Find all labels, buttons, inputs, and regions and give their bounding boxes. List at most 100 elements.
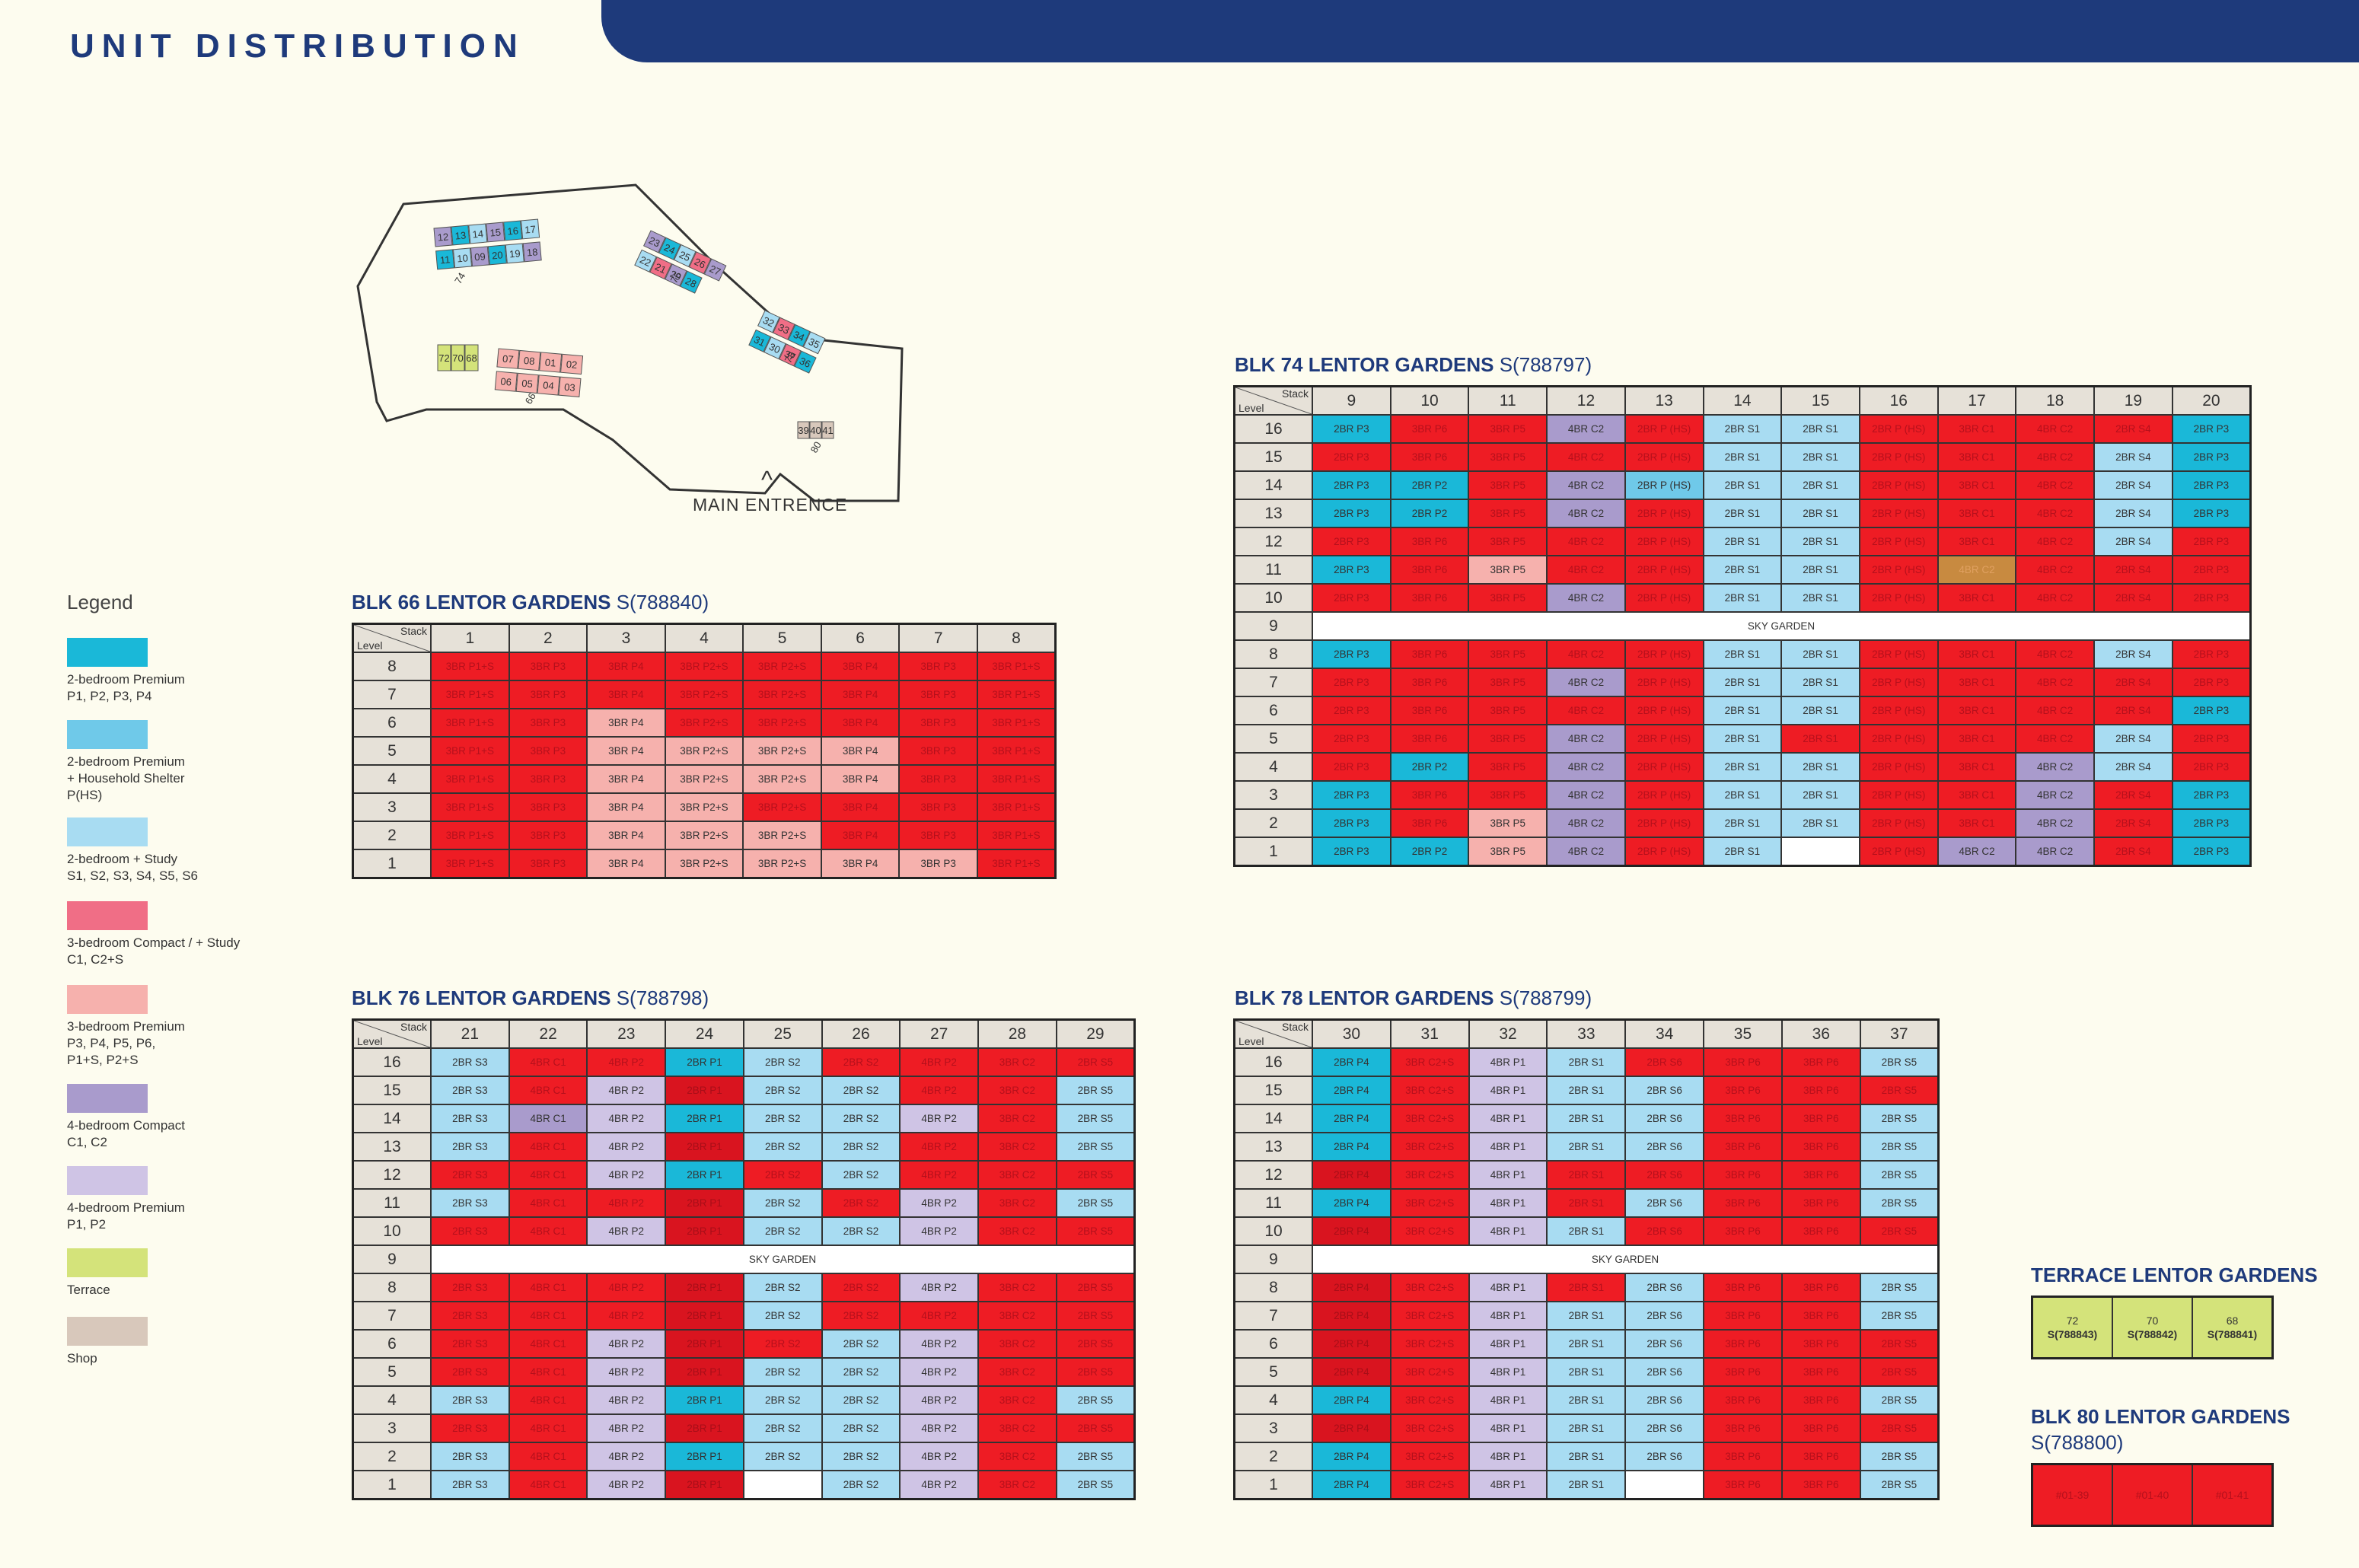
level-cell: 8 <box>352 1273 432 1302</box>
unit-cell: 2BR S5 <box>1859 1076 1940 1105</box>
unit-cell: 3BR P6 <box>1703 1076 1783 1105</box>
unit-cell: 2BR S5 <box>1859 1188 1940 1218</box>
unit-cell: 4BR C2 <box>2015 499 2096 528</box>
unit-cell: 4BR C2 <box>1546 414 1626 444</box>
terrace-title: TERRACE LENTOR GARDENS <box>2031 1264 2318 1286</box>
table-row: 8 2BR P4 3BR C2+S 4BR P1 2BR S1 2BR S6 3BR P6 3… <box>1233 1273 1940 1302</box>
site-unit-label: 24 <box>662 241 677 257</box>
stack-header: 15 <box>1780 385 1860 416</box>
unit-cell: 2BR P1 <box>665 1160 744 1190</box>
unit-cell: 2BR S2 <box>821 1132 901 1162</box>
stack-header: 17 <box>1937 385 2017 416</box>
unit-cell <box>1780 837 1860 867</box>
stack-header: 22 <box>508 1018 588 1049</box>
legend-label: 2-bedroom Premium P1, P2, P3, P4 <box>67 672 185 703</box>
terrace-unit-72: 72 S(788843) <box>2031 1296 2113 1359</box>
unit-cell: 2BR S5 <box>1055 1047 1136 1077</box>
table-row: 6 2BR P4 3BR C2+S 4BR P1 2BR S1 2BR S6 3BR P6 3… <box>1233 1329 1940 1359</box>
unit-cell: 3BR P2+S <box>664 821 744 850</box>
unit-cell: 4BR P1 <box>1468 1385 1548 1415</box>
site-block: 72 70 68 <box>437 344 479 371</box>
table-row: 9 SKY GARDEN <box>1233 611 2252 641</box>
table-row: 13 2BR P4 3BR C2+S 4BR P1 2BR S1 2BR S6 3BR P6… <box>1233 1132 1940 1162</box>
unit-cell: 3BR C2+S <box>1389 1385 1470 1415</box>
unit-cell: 4BR C1 <box>508 1301 588 1331</box>
unit-cell: 2BR S3 <box>430 1188 510 1218</box>
unit-cell: 2BR P (HS) <box>1858 696 1939 725</box>
unit-cell: 4BR C2 <box>2015 837 2096 867</box>
unit-cell: 2BR P4 <box>1312 1442 1391 1471</box>
unit-cell: 3BR C2+S <box>1389 1104 1470 1133</box>
unit-cell: 3BR P2+S <box>742 792 822 822</box>
site-unit <box>787 323 811 348</box>
unit-cell: 2BR P4 <box>1312 1047 1391 1077</box>
legend-swatch <box>67 901 148 930</box>
unit-cell: 2BR S2 <box>821 1413 901 1443</box>
unit-cell: 2BR S4 <box>2093 583 2173 613</box>
unit-cell: 2BR P (HS) <box>1858 752 1939 782</box>
unit-cell: 2BR P (HS) <box>1624 442 1704 472</box>
unit-cell: 3BR P1+S <box>430 764 510 794</box>
unit-cell: 4BR P1 <box>1468 1188 1548 1218</box>
level-cell: 12 <box>1233 527 1313 556</box>
site-unit <box>433 226 453 247</box>
level-label: Level <box>1238 402 1264 414</box>
level-cell: 6 <box>352 1329 432 1359</box>
level-cell: 4 <box>1233 1385 1313 1415</box>
table-row: 13 2BR S3 4BR C1 4BR P2 2BR P1 2BR S2 2BR S2 4B… <box>352 1132 1136 1162</box>
unit-cell: 2BR P3 <box>2171 752 2252 782</box>
unit-cell: 3BR C2 <box>977 1076 1057 1105</box>
table-row: 16 2BR S3 4BR C1 4BR P2 2BR P1 2BR S2 2BR S2 4B… <box>352 1047 1136 1077</box>
unit-cell: 2BR S4 <box>2093 414 2173 444</box>
unit-cell: 3BR C2 <box>977 1470 1057 1500</box>
unit-cell: 2BR P3 <box>2171 724 2252 754</box>
unit-cell: 3BR C1 <box>1937 752 2017 782</box>
unit-cell: 2BR P1 <box>665 1301 744 1331</box>
unit-cell: 2BR S2 <box>821 1442 901 1471</box>
table-row: 8 2BR S3 4BR C1 4BR P2 2BR P1 2BR S2 2BR S2 4BR… <box>352 1273 1136 1302</box>
level-cell: 11 <box>1233 1188 1313 1218</box>
level-label: Level <box>357 639 383 652</box>
site-unit-label: 23 <box>647 234 661 250</box>
unit-cell: 2BR P (HS) <box>1858 470 1939 500</box>
unit-cell: 2BR P4 <box>1312 1329 1391 1359</box>
unit-cell: 3BR P4 <box>820 680 901 709</box>
stack-label: Stack <box>1281 1021 1309 1033</box>
unit-cell: 3BR P5 <box>1468 724 1548 754</box>
unit-cell: 2BR P (HS) <box>1858 780 1939 810</box>
site-unit-label: 34 <box>792 329 806 344</box>
table-row: 2 3BR P1+S 3BR P3 3BR P4 3BR P2+S 3BR P2+S 3BR… <box>352 821 1057 850</box>
site-unit-label: 14 <box>472 228 484 240</box>
unit-cell: 2BR S6 <box>1624 1385 1705 1415</box>
unit-cell: 3BR P3 <box>898 652 978 681</box>
level-cell: 8 <box>1233 639 1313 669</box>
unit-cell: 2BR P2 <box>1389 470 1470 500</box>
level-cell: 16 <box>352 1047 432 1077</box>
stack-header: 21 <box>430 1018 510 1049</box>
unit-cell: 2BR P3 <box>2171 583 2252 613</box>
unit-cell: 2BR S6 <box>1624 1104 1705 1133</box>
unit-cell: 2BR P3 <box>1312 752 1391 782</box>
unit-cell: 3BR P6 <box>1780 1076 1861 1105</box>
unit-cell: 2BR S1 <box>1780 808 1860 838</box>
unit-cell: 4BR P2 <box>586 1470 667 1500</box>
unit-cell: 4BR C2 <box>1546 808 1626 838</box>
blk74-table: Stack Level 9 10 11 12 13 14 15 16 17 18 19 20 16 2BR P… <box>1233 385 2252 867</box>
unit-cell: 2BR S2 <box>742 1132 823 1162</box>
unit-cell: 4BR P2 <box>586 1188 667 1218</box>
unit-cell: 3BR C2 <box>977 1413 1057 1443</box>
unit-cell: 2BR P3 <box>2171 780 2252 810</box>
unit-cell: 2BR P1 <box>665 1413 744 1443</box>
unit-cell: 3BR P6 <box>1389 583 1470 613</box>
unit-cell: 3BR P6 <box>1780 1273 1861 1302</box>
legend-label: 4-bedroom Compact C1, C2 <box>67 1118 185 1149</box>
table-row: 16 2BR P4 3BR C2+S 4BR P1 2BR S1 2BR S6 3BR P6… <box>1233 1047 1940 1077</box>
unit-cell: 4BR C2 <box>1937 555 2017 585</box>
site-unit <box>487 244 507 266</box>
level-cell: 2 <box>1233 808 1313 838</box>
level-cell: 2 <box>352 821 432 850</box>
unit-cell: 2BR S5 <box>1859 1047 1940 1077</box>
unit-cell: 3BR P5 <box>1468 527 1548 556</box>
unit-cell: 2BR S6 <box>1624 1357 1705 1387</box>
level-cell: 9 <box>1233 1245 1313 1274</box>
